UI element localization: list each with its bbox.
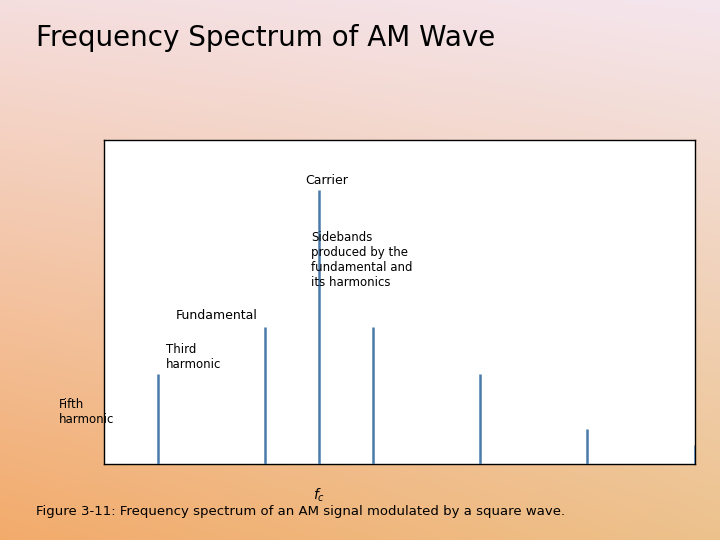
Text: Figure 3-11: Frequency spectrum of an AM signal modulated by a square wave.: Figure 3-11: Frequency spectrum of an AM…	[36, 505, 565, 518]
Text: $f_c$: $f_c$	[313, 487, 325, 504]
Text: Carrier: Carrier	[306, 174, 348, 187]
Text: Sidebands
produced by the
fundamental and
its harmonics: Sidebands produced by the fundamental an…	[311, 231, 413, 289]
Text: Frequency Spectrum of AM Wave: Frequency Spectrum of AM Wave	[36, 24, 495, 52]
Text: Seventh
harmonic: Seventh harmonic	[0, 539, 1, 540]
Text: Third
harmonic: Third harmonic	[166, 343, 222, 371]
Text: Fundamental: Fundamental	[176, 309, 257, 322]
Text: Fifth
harmonic: Fifth harmonic	[59, 398, 114, 426]
